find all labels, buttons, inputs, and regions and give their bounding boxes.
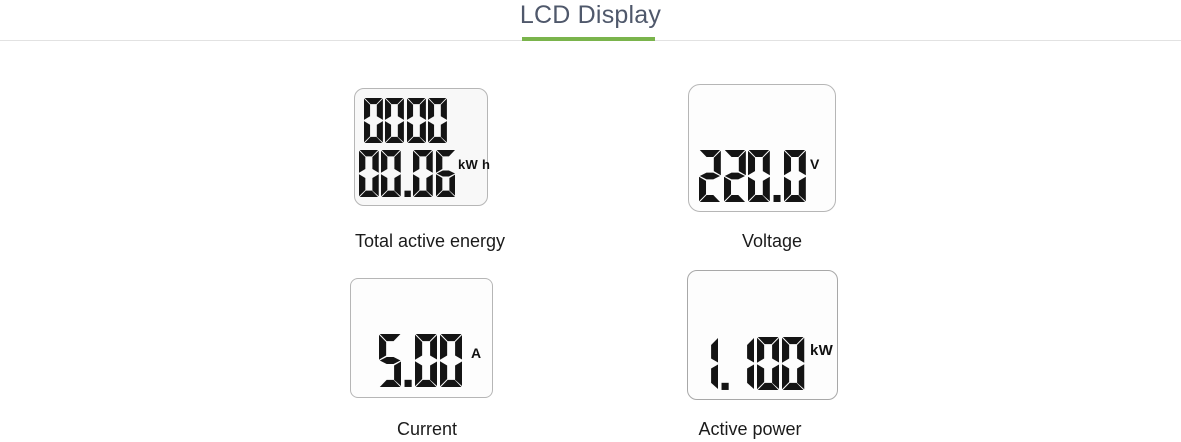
seg-digit-0 xyxy=(359,150,379,197)
lcd-value-row xyxy=(699,150,806,202)
seg-digit-5 xyxy=(379,334,402,387)
lcd-value-row xyxy=(696,337,805,390)
lcd-caption-voltage: Voltage xyxy=(741,231,803,251)
seg-digit-0 xyxy=(757,337,780,390)
lcd-value-row xyxy=(379,334,463,387)
seg-digit-2 xyxy=(699,150,721,202)
seg-digit-0 xyxy=(440,334,463,387)
lcd-unit-amps: A xyxy=(471,345,482,361)
seg-decimal-point xyxy=(404,190,411,197)
title-underline xyxy=(522,37,655,41)
seg-digit-0 xyxy=(782,337,805,390)
seg-digit-0 xyxy=(413,150,433,197)
lcd-screen-voltage xyxy=(688,84,836,212)
lcd-value-row-top xyxy=(364,98,447,143)
seg-digit-0 xyxy=(783,150,806,202)
seg-digit-2 xyxy=(723,150,746,202)
lcd-unit-volts: V xyxy=(810,156,820,172)
seg-digit-0 xyxy=(748,150,771,202)
lcd-caption-total-active-energy: Total active energy xyxy=(354,231,506,251)
seg-digit-0 xyxy=(385,98,405,143)
seg-digit-1 xyxy=(711,337,719,390)
lcd-unit-kwh: kW h xyxy=(458,157,491,172)
lcd-unit-kw: kW xyxy=(810,342,834,359)
lcd-caption-active-power: Active power xyxy=(698,419,802,439)
seg-digit-0 xyxy=(364,98,383,143)
seg-decimal-point xyxy=(721,382,729,390)
lcd-value-row-bottom xyxy=(359,150,456,197)
seg-digit-0 xyxy=(428,98,447,143)
seg-digit-0 xyxy=(415,334,438,387)
lcd-caption-current: Current xyxy=(396,419,458,439)
seg-digit-1 xyxy=(747,337,755,390)
page-title: LCD Display xyxy=(519,1,662,29)
seg-digit-0 xyxy=(406,98,426,143)
seg-digit-0 xyxy=(381,150,402,197)
seg-digit-6 xyxy=(435,150,456,197)
seg-decimal-point xyxy=(404,379,412,387)
seg-decimal-point xyxy=(773,194,781,202)
